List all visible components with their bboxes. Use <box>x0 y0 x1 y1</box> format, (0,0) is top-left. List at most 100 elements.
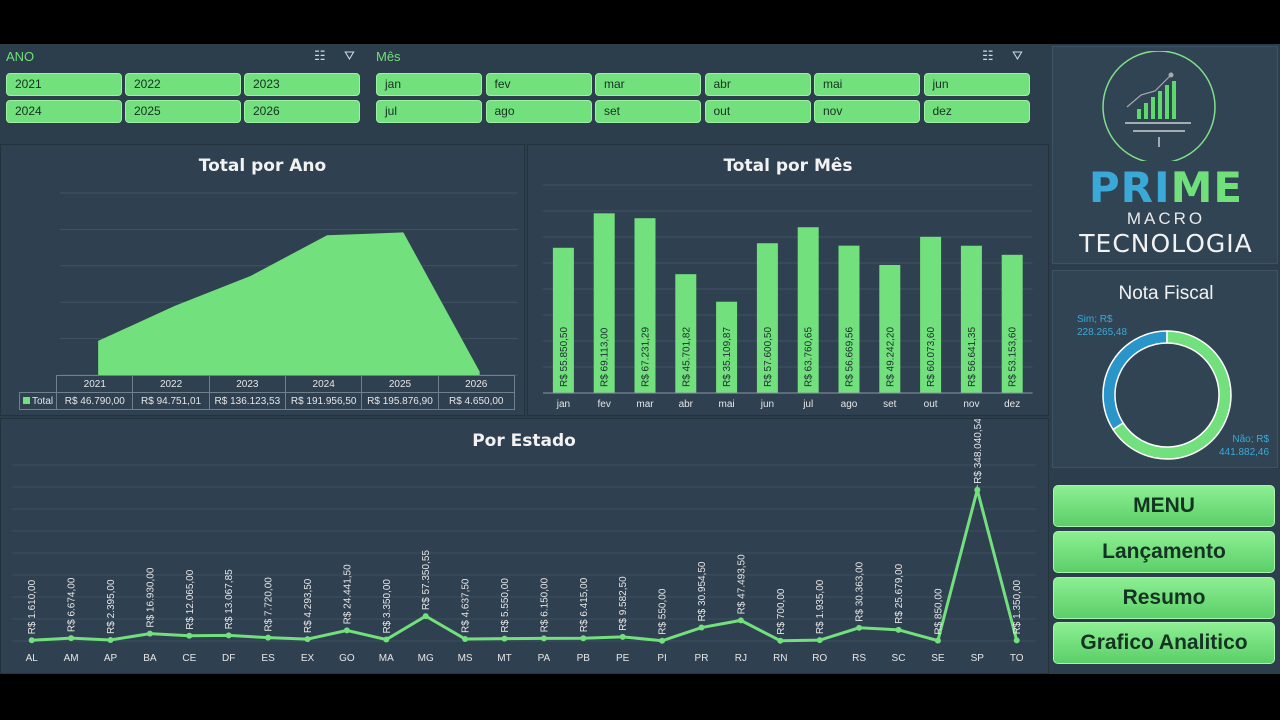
x-tick-label: RJ <box>735 653 747 664</box>
x-tick-label: ES <box>261 653 275 664</box>
table-cell-value: R$ 191.956,50 <box>285 392 363 410</box>
bar-chart: R$ 55.850,50 jan R$ 69.113,00 fev R$ 67.231,… <box>543 184 1033 410</box>
data-point-ES <box>265 634 272 641</box>
data-label: R$ 6.415,00 <box>579 577 590 632</box>
area-series-total <box>98 232 480 375</box>
slicer-item-jun[interactable]: jun <box>923 73 1030 96</box>
data-label: R$ 3.350,00 <box>382 579 393 634</box>
data-label: R$ 16.930,00 <box>145 567 156 627</box>
legend-total: Total <box>18 392 58 410</box>
data-label: R$ 67.231,29 <box>641 327 652 387</box>
data-label: R$ 1.610,00 <box>27 579 38 634</box>
slicer-item-jul[interactable]: jul <box>376 100 482 123</box>
slicer-item-dez[interactable]: dez <box>923 100 1030 123</box>
slicer-item-mai[interactable]: mai <box>814 73 920 96</box>
x-tick-label: MA <box>379 653 394 664</box>
data-point-SP <box>974 486 981 493</box>
data-point-MS <box>462 635 469 642</box>
x-tick-label: dez <box>1004 399 1020 410</box>
data-label: R$ 30.363,00 <box>855 561 866 621</box>
x-tick-label: PR <box>695 653 709 664</box>
slicer-item-ago[interactable]: ago <box>485 100 592 123</box>
area-chart <box>60 192 518 376</box>
menu-button[interactable]: MENU <box>1053 485 1275 527</box>
data-label: R$ 35.109,87 <box>722 327 733 387</box>
x-tick-label: jan <box>556 399 570 410</box>
data-label: R$ 47.493,50 <box>736 554 747 614</box>
donut-chart <box>1102 330 1232 460</box>
data-label: R$ 6.150,00 <box>539 577 550 632</box>
multiselect-icon[interactable]: ☷ <box>982 48 994 63</box>
data-point-MT <box>501 635 508 642</box>
data-label: R$ 25.679,00 <box>894 563 905 623</box>
data-label: R$ 1.935,00 <box>815 579 826 634</box>
bar-ago <box>838 245 860 393</box>
x-tick-label: AM <box>64 653 79 664</box>
table-header-2025: 2025 <box>361 375 439 393</box>
slicer-item-nov[interactable]: nov <box>814 100 920 123</box>
slicer-item-abr[interactable]: abr <box>704 73 811 96</box>
table-cell-value: R$ 46.790,00 <box>56 392 134 410</box>
data-point-MA <box>383 636 390 643</box>
slicer-item-2023[interactable]: 2023 <box>244 73 360 96</box>
slicer-item-set[interactable]: set <box>595 100 701 123</box>
right-sidebar: PRIME MACRO TECNOLOGIA Nota Fiscal Sim; … <box>1050 44 1280 674</box>
data-label: R$ 1.350,00 <box>1012 579 1023 634</box>
slicer-item-2021[interactable]: 2021 <box>6 73 122 96</box>
data-label: R$ 63.760,65 <box>804 327 815 387</box>
x-tick-label: RO <box>812 653 827 664</box>
slicer-item-jan[interactable]: jan <box>376 73 482 96</box>
data-label: R$ 5.550,00 <box>500 578 511 633</box>
x-tick-label: MT <box>497 653 511 664</box>
data-label: R$ 4.637,50 <box>461 578 472 633</box>
slicer-item-2025[interactable]: 2025 <box>125 100 241 123</box>
slicer-item-2022[interactable]: 2022 <box>125 73 241 96</box>
lancamento-button[interactable]: Lançamento <box>1053 531 1275 573</box>
data-point-RS <box>856 624 863 631</box>
data-point-RJ <box>737 617 744 624</box>
x-tick-label: MS <box>458 653 473 664</box>
slicer-item-2026[interactable]: 2026 <box>244 100 360 123</box>
nao-label-line: Não; R$ <box>1232 434 1270 445</box>
slicer-item-out[interactable]: out <box>704 100 811 123</box>
data-label: R$ 56.641,35 <box>967 327 978 387</box>
nao-label: Não; R$ 441.882,46 <box>1219 433 1269 459</box>
data-label: R$ 57.600,50 <box>763 327 774 387</box>
logo-tecnologia: TECNOLOGIA <box>1079 229 1253 258</box>
data-label: R$ 49.242,20 <box>885 327 896 387</box>
x-tick-label: SC <box>892 653 906 664</box>
data-label: R$ 53.153,60 <box>1008 327 1019 387</box>
data-point-MG <box>422 613 429 620</box>
bar-mai <box>716 301 738 393</box>
x-tick-label: PA <box>538 653 551 664</box>
grafico-analitico-button[interactable]: Grafico Analitico <box>1053 622 1275 664</box>
slicer-item-2024[interactable]: 2024 <box>6 100 122 123</box>
data-point-PA <box>540 635 547 642</box>
data-label: R$ 60.073,60 <box>926 327 937 387</box>
clear-filter-icon[interactable]: ⛛ <box>1012 48 1023 63</box>
slicer-mes-title: Mês <box>376 49 401 64</box>
x-tick-label: SE <box>931 653 945 664</box>
bar-nov <box>960 245 982 393</box>
x-tick-label: mai <box>719 399 735 410</box>
x-tick-label: RN <box>773 653 787 664</box>
data-label: R$ 12.065,00 <box>185 569 196 629</box>
data-point-PB <box>580 635 587 642</box>
logo-chart-icon <box>1102 51 1216 161</box>
clear-filter-icon[interactable]: ⛛ <box>344 48 355 63</box>
slicer-item-fev[interactable]: fev <box>485 73 592 96</box>
bar-abr <box>675 274 697 393</box>
data-point-BA <box>146 630 153 637</box>
data-point-AL <box>28 637 35 644</box>
donut-slice-não <box>1112 330 1232 460</box>
resumo-button[interactable]: Resumo <box>1053 577 1275 619</box>
data-label: R$ 4.293,50 <box>303 578 314 633</box>
chart-title: Total por Mês <box>723 156 853 176</box>
multiselect-icon[interactable]: ☷ <box>314 48 326 63</box>
slicer-item-mar[interactable]: mar <box>595 73 701 96</box>
x-tick-label: BA <box>143 653 157 664</box>
data-point-RN <box>777 637 784 644</box>
bar-mar <box>634 218 656 393</box>
chart-title: Por Estado <box>472 431 576 451</box>
table-header-2024: 2024 <box>285 375 363 393</box>
